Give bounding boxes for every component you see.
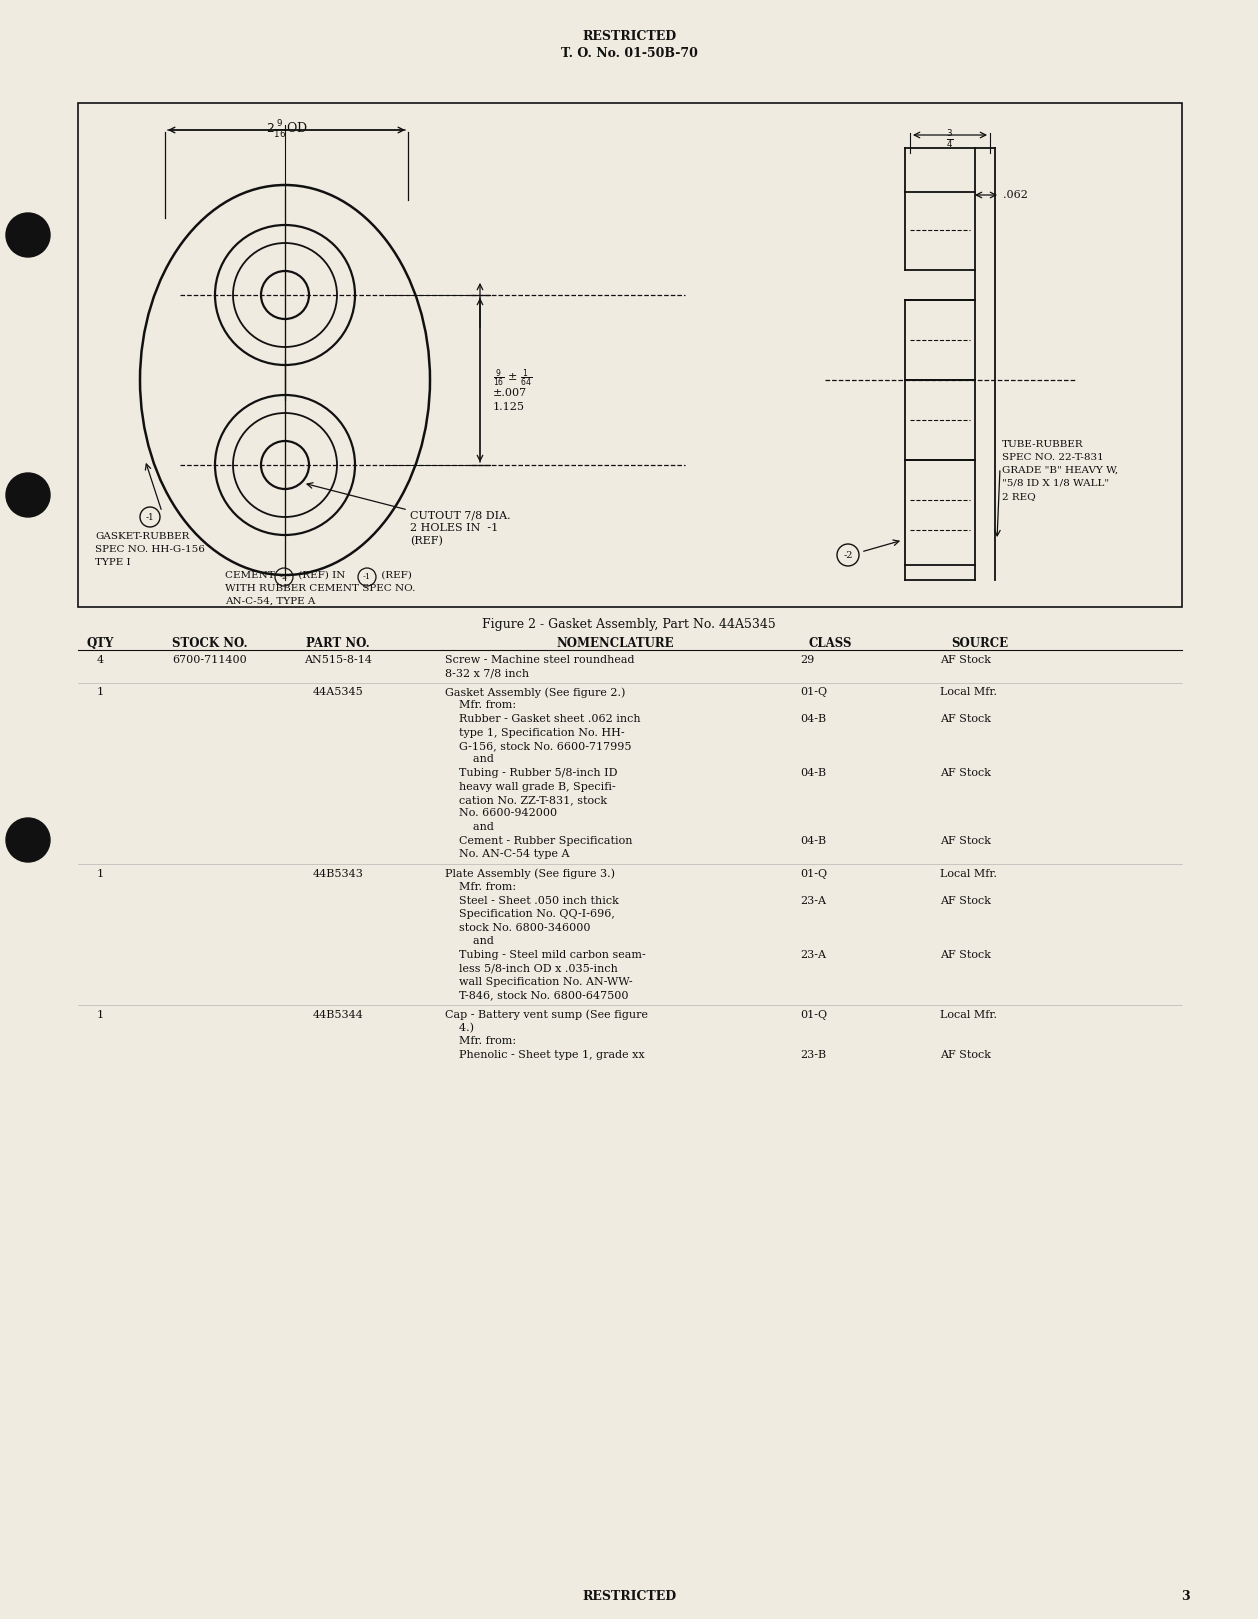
Text: Local Mfr.: Local Mfr. — [940, 686, 998, 698]
Text: TUBE-RUBBER: TUBE-RUBBER — [1003, 440, 1083, 448]
Text: 4.): 4.) — [445, 1023, 474, 1033]
Text: Phenolic - Sheet type 1, grade xx: Phenolic - Sheet type 1, grade xx — [445, 1051, 644, 1060]
Text: cation No. ZZ-T-831, stock: cation No. ZZ-T-831, stock — [445, 795, 608, 805]
Text: No. 6600-942000: No. 6600-942000 — [445, 808, 557, 819]
Text: less 5/8-inch OD x .035-inch: less 5/8-inch OD x .035-inch — [445, 963, 618, 973]
Text: $\frac{3}{4}$: $\frac{3}{4}$ — [946, 128, 954, 151]
Text: -2: -2 — [281, 573, 288, 581]
Text: Screw - Machine steel roundhead: Screw - Machine steel roundhead — [445, 656, 634, 665]
Text: AF Stock: AF Stock — [940, 1051, 991, 1060]
Text: 8-32 x 7/8 inch: 8-32 x 7/8 inch — [445, 669, 530, 678]
Text: GASKET-RUBBER: GASKET-RUBBER — [96, 533, 190, 541]
Circle shape — [6, 818, 50, 861]
Text: Mfr. from:: Mfr. from: — [445, 701, 516, 711]
Text: CUTOUT 7/8 DIA.: CUTOUT 7/8 DIA. — [410, 510, 511, 520]
Text: ±.007: ±.007 — [493, 389, 527, 398]
Text: 44B5344: 44B5344 — [312, 1010, 364, 1020]
Text: SOURCE: SOURCE — [951, 636, 1009, 649]
Text: CEMENT: CEMENT — [225, 572, 278, 580]
Text: AF Stock: AF Stock — [940, 714, 991, 724]
Text: TYPE I: TYPE I — [96, 559, 131, 567]
Text: (REF): (REF) — [377, 572, 411, 580]
Text: 04-B: 04-B — [800, 714, 827, 724]
Text: 44B5343: 44B5343 — [312, 868, 364, 879]
Text: type 1, Specification No. HH-: type 1, Specification No. HH- — [445, 727, 625, 738]
Text: RESTRICTED: RESTRICTED — [582, 31, 676, 44]
Text: 1.125: 1.125 — [493, 402, 525, 411]
Circle shape — [6, 473, 50, 516]
Text: Mfr. from:: Mfr. from: — [445, 1036, 516, 1046]
Text: T-846, stock No. 6800-647500: T-846, stock No. 6800-647500 — [445, 989, 629, 1001]
Text: SPEC NO. HH-G-156: SPEC NO. HH-G-156 — [96, 546, 205, 554]
Text: Local Mfr.: Local Mfr. — [940, 868, 998, 879]
Text: (REF) IN: (REF) IN — [294, 572, 348, 580]
Text: CLASS: CLASS — [808, 636, 852, 649]
Text: and: and — [445, 822, 494, 832]
Circle shape — [6, 214, 50, 257]
Text: and: and — [445, 754, 494, 764]
Text: 1: 1 — [97, 686, 103, 698]
Text: AF Stock: AF Stock — [940, 949, 991, 960]
Text: 6700-711400: 6700-711400 — [172, 656, 248, 665]
Text: WITH RUBBER CEMENT SPEC NO.: WITH RUBBER CEMENT SPEC NO. — [225, 584, 415, 593]
Text: 23-B: 23-B — [800, 1051, 827, 1060]
Text: Mfr. from:: Mfr. from: — [445, 882, 516, 892]
Text: Tubing - Steel mild carbon seam-: Tubing - Steel mild carbon seam- — [445, 949, 645, 960]
Text: Figure 2 - Gasket Assembly, Part No. 44A5345: Figure 2 - Gasket Assembly, Part No. 44A… — [482, 618, 776, 631]
Text: -1: -1 — [146, 513, 155, 521]
Text: No. AN-C-54 type A: No. AN-C-54 type A — [445, 848, 570, 860]
Text: AF Stock: AF Stock — [940, 656, 991, 665]
Text: 01-Q: 01-Q — [800, 1010, 827, 1020]
Text: AF Stock: AF Stock — [940, 895, 991, 905]
Text: Plate Assembly (See figure 3.): Plate Assembly (See figure 3.) — [445, 868, 615, 879]
Text: 2 HOLES IN  -1: 2 HOLES IN -1 — [410, 523, 498, 533]
Text: 01-Q: 01-Q — [800, 686, 827, 698]
Text: GRADE "B" HEAVY W,: GRADE "B" HEAVY W, — [1003, 466, 1118, 474]
Text: T. O. No. 01-50B-70: T. O. No. 01-50B-70 — [561, 47, 697, 60]
Text: AF Stock: AF Stock — [940, 835, 991, 845]
Text: 23-A: 23-A — [800, 895, 827, 905]
Text: 23-A: 23-A — [800, 949, 827, 960]
Text: SPEC NO. 22-T-831: SPEC NO. 22-T-831 — [1003, 453, 1103, 461]
Text: 3: 3 — [1181, 1590, 1189, 1603]
Text: 2 REQ: 2 REQ — [1003, 492, 1035, 500]
Text: RESTRICTED: RESTRICTED — [582, 1590, 676, 1603]
Text: -1: -1 — [362, 573, 371, 581]
Text: 04-B: 04-B — [800, 835, 827, 845]
Text: Rubber - Gasket sheet .062 inch: Rubber - Gasket sheet .062 inch — [445, 714, 640, 724]
Text: (REF): (REF) — [410, 536, 443, 546]
Text: AN515-8-14: AN515-8-14 — [304, 656, 372, 665]
Text: Specification No. QQ-I-696,: Specification No. QQ-I-696, — [445, 908, 615, 920]
Text: 01-Q: 01-Q — [800, 868, 827, 879]
Text: and: and — [445, 936, 494, 945]
Bar — [78, 104, 1183, 607]
Text: "5/8 ID X 1/8 WALL": "5/8 ID X 1/8 WALL" — [1003, 479, 1110, 487]
Text: $2\frac{9}{16}$OD: $2\frac{9}{16}$OD — [265, 118, 308, 139]
Text: AF Stock: AF Stock — [940, 767, 991, 779]
Text: 1: 1 — [97, 868, 103, 879]
Text: AN-C-54, TYPE A: AN-C-54, TYPE A — [225, 597, 316, 606]
Text: G-156, stock No. 6600-717995: G-156, stock No. 6600-717995 — [445, 742, 632, 751]
Text: PART NO.: PART NO. — [306, 636, 370, 649]
Text: Gasket Assembly (See figure 2.): Gasket Assembly (See figure 2.) — [445, 686, 625, 698]
Text: 29: 29 — [800, 656, 814, 665]
Text: Local Mfr.: Local Mfr. — [940, 1010, 998, 1020]
Text: .062: .062 — [1003, 189, 1028, 201]
Text: 4: 4 — [97, 656, 103, 665]
Text: 44A5345: 44A5345 — [313, 686, 364, 698]
Text: heavy wall grade B, Specifi-: heavy wall grade B, Specifi- — [445, 782, 615, 792]
Text: -2: -2 — [843, 550, 853, 560]
Text: $\frac{9}{16}$ ± $\frac{1}{64}$: $\frac{9}{16}$ ± $\frac{1}{64}$ — [493, 368, 532, 390]
Text: Steel - Sheet .050 inch thick: Steel - Sheet .050 inch thick — [445, 895, 619, 905]
Text: wall Specification No. AN-WW-: wall Specification No. AN-WW- — [445, 976, 633, 986]
Text: stock No. 6800-346000: stock No. 6800-346000 — [445, 923, 590, 933]
Text: NOMENCLATURE: NOMENCLATURE — [556, 636, 674, 649]
Text: Cap - Battery vent sump (See figure: Cap - Battery vent sump (See figure — [445, 1010, 648, 1020]
Text: 1: 1 — [97, 1010, 103, 1020]
Text: 04-B: 04-B — [800, 767, 827, 779]
Text: QTY: QTY — [87, 636, 113, 649]
Text: STOCK NO.: STOCK NO. — [172, 636, 248, 649]
Text: Tubing - Rubber 5/8-inch ID: Tubing - Rubber 5/8-inch ID — [445, 767, 618, 779]
Text: Cement - Rubber Specification: Cement - Rubber Specification — [445, 835, 633, 845]
